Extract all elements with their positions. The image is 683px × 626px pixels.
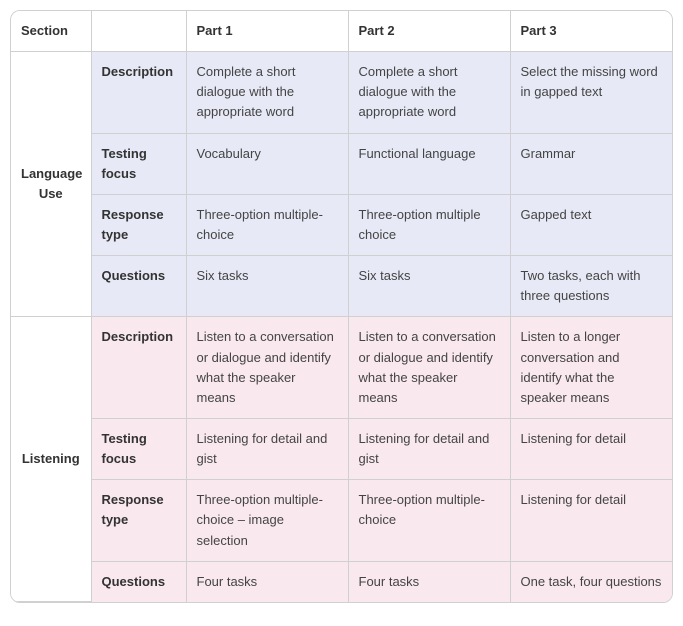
row-label-questions: Questions [91,561,186,602]
cell-lang-resp-p2: Three-option multiple choice [348,194,510,255]
header-part1: Part 1 [186,11,348,52]
table-row: Listening Description Listen to a conver… [11,317,672,419]
row-label-testing-focus: Testing focus [91,133,186,194]
table-header-row: Section Part 1 Part 2 Part 3 [11,11,672,52]
cell-listen-q-p1: Four tasks [186,561,348,602]
cell-listen-focus-p2: Listening for detail and gist [348,418,510,479]
table-row: Response type Three-option multiple-choi… [11,194,672,255]
row-label-questions: Questions [91,256,186,317]
table-row: Language Use Description Complete a shor… [11,52,672,133]
cell-lang-focus-p3: Grammar [510,133,672,194]
section-language-use: Language Use [11,52,91,317]
cell-lang-desc-p1: Complete a short dialogue with the appro… [186,52,348,133]
table-row: Response type Three-option multiple-choi… [11,480,672,561]
cell-lang-desc-p2: Complete a short dialogue with the appro… [348,52,510,133]
header-section: Section [11,11,91,52]
table-row: Testing focus Vocabulary Functional lang… [11,133,672,194]
cell-lang-desc-p3: Select the missing word in gapped text [510,52,672,133]
table-row: Testing focus Listening for detail and g… [11,418,672,479]
cell-listen-resp-p2: Three-option multiple-choice [348,480,510,561]
table: Section Part 1 Part 2 Part 3 Language Us… [11,11,672,602]
header-blank [91,11,186,52]
cell-lang-q-p2: Six tasks [348,256,510,317]
cell-lang-resp-p3: Gapped text [510,194,672,255]
row-label-description: Description [91,52,186,133]
section-listening: Listening [11,317,91,602]
cell-listen-q-p3: One task, four questions [510,561,672,602]
row-label-response-type: Response type [91,194,186,255]
header-part2: Part 2 [348,11,510,52]
cell-lang-focus-p1: Vocabulary [186,133,348,194]
test-structure-table: Section Part 1 Part 2 Part 3 Language Us… [10,10,673,603]
row-label-testing-focus: Testing focus [91,418,186,479]
row-label-description: Description [91,317,186,419]
cell-listen-q-p2: Four tasks [348,561,510,602]
cell-lang-q-p1: Six tasks [186,256,348,317]
cell-listen-focus-p3: Listening for detail [510,418,672,479]
header-part3: Part 3 [510,11,672,52]
table-row: Questions Four tasks Four tasks One task… [11,561,672,602]
row-label-response-type: Response type [91,480,186,561]
cell-listen-desc-p2: Listen to a conversation or dialogue and… [348,317,510,419]
cell-listen-desc-p1: Listen to a conversation or dialogue and… [186,317,348,419]
cell-listen-desc-p3: Listen to a longer conversation and iden… [510,317,672,419]
cell-lang-q-p3: Two tasks, each with three questions [510,256,672,317]
cell-lang-focus-p2: Functional language [348,133,510,194]
cell-listen-resp-p1: Three-option multiple-choice – image sel… [186,480,348,561]
cell-listen-focus-p1: Listening for detail and gist [186,418,348,479]
table-row: Questions Six tasks Six tasks Two tasks,… [11,256,672,317]
cell-lang-resp-p1: Three-option multiple-choice [186,194,348,255]
cell-listen-resp-p3: Listening for detail [510,480,672,561]
